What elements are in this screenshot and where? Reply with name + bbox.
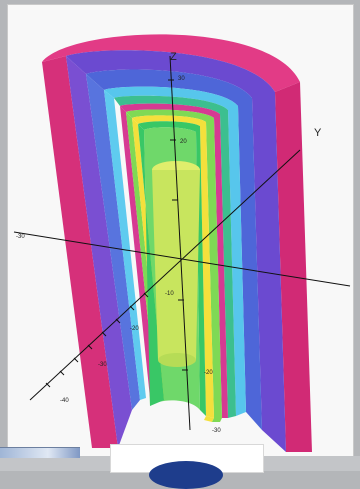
z-tick-20: 20 <box>180 139 187 145</box>
diag-tick-neg40: -40 <box>60 398 69 404</box>
thumbnail-blob <box>149 461 223 489</box>
left-tick: -30 <box>16 234 25 240</box>
cylinder-cutaway-scene: Z Y 30 20 -10 -20 -30 -20 -30 -40 -30 <box>0 0 360 471</box>
z-tick-neg10: -10 <box>165 291 174 297</box>
y-axis-label: Y <box>314 127 322 139</box>
diag-tick-neg20: -20 <box>130 326 139 332</box>
z-axis-label: Z <box>170 51 177 63</box>
z-tick-neg20: -20 <box>204 370 213 376</box>
diag-tick-neg30: -30 <box>98 362 107 368</box>
thumbnail-left <box>0 447 80 458</box>
z-tick-30: 30 <box>178 76 185 82</box>
z-tick-neg30: -30 <box>212 428 221 434</box>
core-rod-bottom <box>158 353 196 367</box>
thumbnail-right <box>110 444 264 473</box>
